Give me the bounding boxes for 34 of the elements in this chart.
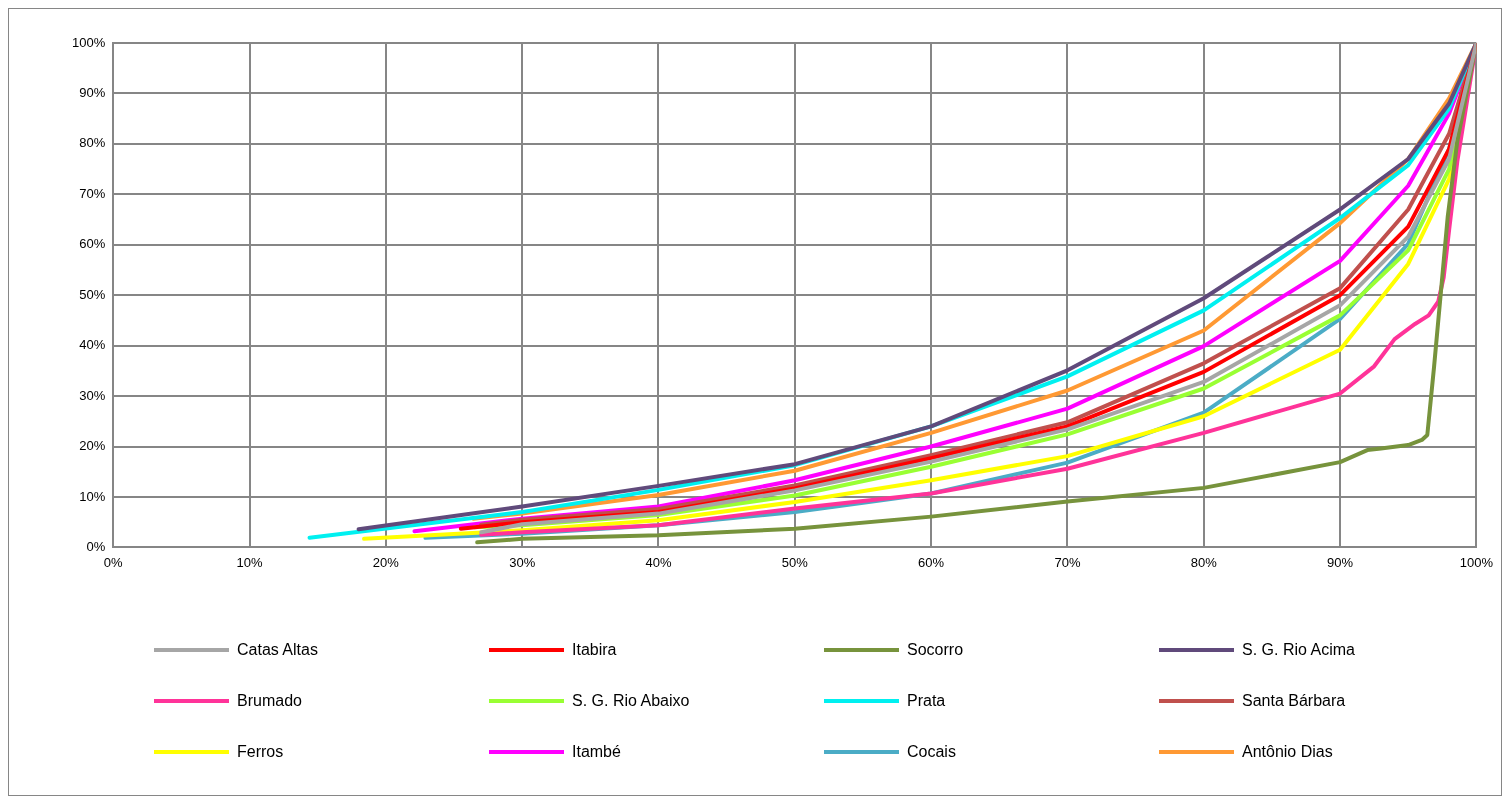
x-tick-label: 50% [781,554,809,570]
y-tick-label: 80% [79,135,106,151]
y-tick-label: 40% [79,337,106,353]
legend-label: Socorro [907,641,964,659]
x-tick-label: 100% [1459,554,1494,570]
x-tick-label: 10% [236,554,264,570]
legend-label: S. G. Rio Acima [1242,641,1355,659]
y-tick-label: 60% [79,236,106,252]
x-tick-label: 30% [509,554,536,570]
x-tick-label: 90% [1327,554,1354,570]
legend-label: Cocais [907,743,956,761]
legend-label: Ferros [237,743,284,761]
y-tick-label: 0% [86,538,106,554]
legend-label: Prata [907,692,946,710]
legend-label: Antônio Dias [1242,743,1333,761]
y-tick-label: 20% [79,438,106,454]
legend-label: Catas Altas [237,641,318,659]
legend-label: S. G. Rio Abaixo [572,692,690,710]
legend-label: Itabira [572,641,617,659]
legend-label: Brumado [237,692,302,710]
y-tick-label: 100% [72,34,106,50]
x-tick-label: 20% [372,554,400,570]
x-tick-label: 70% [1054,554,1081,570]
legend-label: Santa Bárbara [1242,692,1346,710]
y-tick-label: 30% [79,387,106,403]
x-tick-label: 40% [645,554,672,570]
x-tick-label: 80% [1190,554,1218,570]
y-tick-label: 50% [79,286,106,302]
y-tick-label: 70% [79,185,106,201]
y-tick-label: 10% [79,488,106,504]
y-tick-label: 90% [79,85,106,101]
x-tick-label: 0% [103,554,124,570]
x-tick-label: 60% [918,554,945,570]
legend-label: Itambé [572,743,621,761]
